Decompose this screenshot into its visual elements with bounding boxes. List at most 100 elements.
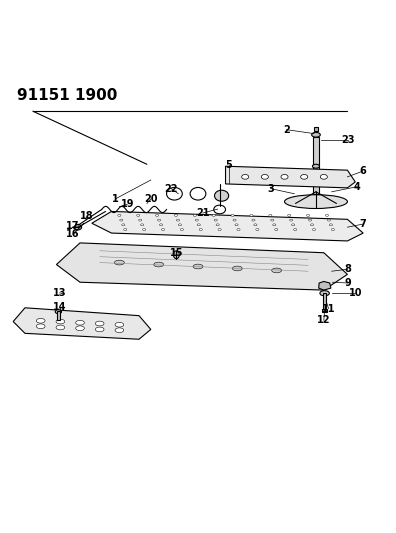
Ellipse shape [36, 318, 45, 323]
Ellipse shape [310, 224, 314, 226]
Text: 4: 4 [354, 182, 361, 192]
Text: 17: 17 [66, 221, 80, 231]
Ellipse shape [312, 164, 320, 168]
Ellipse shape [195, 219, 198, 221]
Text: 6: 6 [359, 166, 366, 176]
Ellipse shape [36, 324, 45, 329]
Text: 5: 5 [225, 160, 232, 170]
Ellipse shape [261, 174, 268, 179]
Ellipse shape [233, 219, 236, 221]
Polygon shape [319, 281, 331, 290]
Ellipse shape [235, 224, 238, 226]
Ellipse shape [232, 266, 242, 271]
Text: 8: 8 [344, 264, 351, 274]
Ellipse shape [242, 174, 249, 179]
Ellipse shape [218, 229, 221, 230]
Ellipse shape [143, 229, 146, 230]
Ellipse shape [312, 229, 316, 230]
Ellipse shape [55, 310, 61, 314]
Ellipse shape [74, 224, 82, 230]
Ellipse shape [115, 322, 124, 327]
Ellipse shape [141, 224, 144, 226]
Ellipse shape [326, 214, 329, 216]
Text: 2: 2 [283, 125, 290, 135]
Ellipse shape [256, 229, 259, 230]
Text: 18: 18 [80, 211, 94, 221]
Bar [323, 293, 326, 310]
Ellipse shape [120, 219, 123, 221]
Ellipse shape [76, 320, 84, 325]
Ellipse shape [289, 219, 293, 221]
Ellipse shape [114, 260, 124, 265]
Text: 91151 1900: 91151 1900 [17, 87, 118, 102]
Bar [322, 309, 327, 312]
Ellipse shape [312, 132, 320, 137]
Ellipse shape [173, 251, 179, 259]
Text: 10: 10 [348, 288, 362, 298]
Ellipse shape [273, 224, 276, 226]
Ellipse shape [180, 229, 183, 230]
Ellipse shape [216, 224, 219, 226]
Text: 19: 19 [120, 199, 134, 209]
Ellipse shape [237, 229, 240, 230]
Ellipse shape [287, 214, 291, 216]
Ellipse shape [118, 214, 121, 216]
Ellipse shape [154, 262, 164, 267]
Ellipse shape [320, 174, 327, 179]
Text: 15: 15 [169, 248, 183, 258]
Bar [57, 311, 60, 320]
Text: 9: 9 [345, 278, 352, 288]
Ellipse shape [271, 219, 274, 221]
Text: 7: 7 [360, 219, 367, 229]
Ellipse shape [320, 290, 329, 296]
Ellipse shape [193, 264, 203, 269]
Text: 13: 13 [53, 288, 67, 298]
Ellipse shape [115, 328, 124, 333]
Ellipse shape [331, 229, 335, 230]
Ellipse shape [308, 219, 312, 221]
Ellipse shape [139, 219, 142, 221]
Bar [313, 137, 319, 194]
Text: 20: 20 [144, 194, 158, 204]
Bar [314, 127, 318, 131]
Ellipse shape [327, 219, 331, 221]
Ellipse shape [250, 214, 253, 216]
Ellipse shape [307, 214, 310, 216]
Polygon shape [13, 308, 151, 339]
Text: 22: 22 [164, 184, 178, 193]
Text: 3: 3 [267, 184, 274, 193]
Ellipse shape [178, 224, 181, 226]
Ellipse shape [122, 224, 125, 226]
Polygon shape [57, 243, 347, 290]
Ellipse shape [160, 224, 163, 226]
Text: 16: 16 [66, 229, 80, 239]
Ellipse shape [293, 229, 297, 230]
Ellipse shape [284, 195, 347, 208]
Text: 11: 11 [322, 304, 335, 313]
Text: 12: 12 [317, 316, 331, 325]
Ellipse shape [215, 190, 228, 201]
Ellipse shape [176, 219, 179, 221]
Ellipse shape [254, 224, 257, 226]
Ellipse shape [95, 321, 104, 326]
Ellipse shape [197, 224, 200, 226]
Ellipse shape [231, 214, 234, 216]
Ellipse shape [193, 214, 196, 216]
Polygon shape [92, 212, 363, 241]
Polygon shape [226, 166, 355, 188]
Ellipse shape [281, 174, 288, 179]
Ellipse shape [158, 219, 161, 221]
Text: 1: 1 [112, 194, 119, 204]
Ellipse shape [56, 319, 65, 324]
Ellipse shape [275, 229, 278, 230]
Ellipse shape [174, 214, 177, 216]
Ellipse shape [162, 229, 165, 230]
Ellipse shape [329, 224, 333, 226]
Ellipse shape [124, 229, 127, 230]
Ellipse shape [137, 214, 140, 216]
Ellipse shape [214, 219, 217, 221]
Text: 14: 14 [53, 302, 67, 312]
Ellipse shape [199, 229, 202, 230]
Ellipse shape [272, 268, 282, 273]
Ellipse shape [269, 214, 272, 216]
